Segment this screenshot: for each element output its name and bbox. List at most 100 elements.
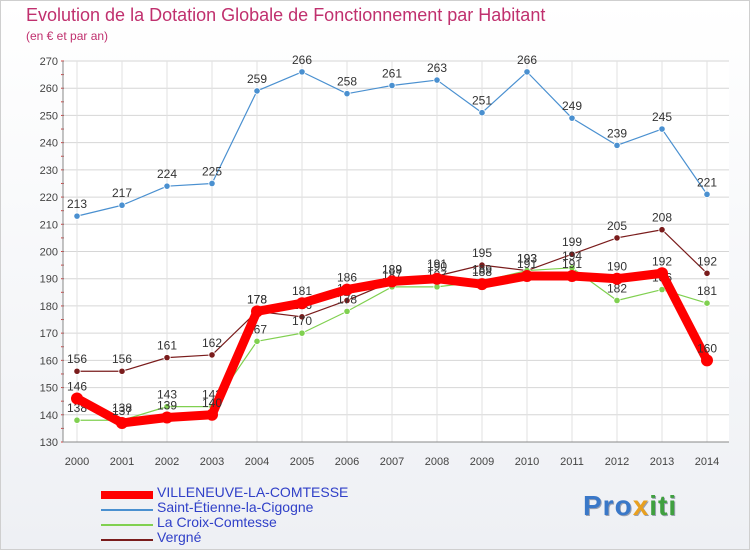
legend-swatch-saint-etienne (101, 509, 153, 511)
chart-title: Evolution de la Dotation Globale de Fonc… (26, 5, 546, 25)
x-tick-label: 2005 (290, 456, 314, 468)
data-label-saint-etienne-la-cigogne: 239 (607, 126, 627, 140)
data-point-vergne (73, 367, 81, 375)
data-label-vergne: 178 (247, 292, 267, 306)
legend-label-la-croix-comtesse: La Croix-Comtesse (157, 514, 277, 530)
x-tick-label: 2008 (425, 456, 449, 468)
data-label-la-croix-comtesse: 189 (472, 262, 492, 276)
data-label-saint-etienne-la-cigogne: 259 (247, 72, 267, 86)
data-label-saint-etienne-la-cigogne: 213 (67, 197, 87, 211)
data-label-saint-etienne-la-cigogne: 217 (112, 186, 132, 200)
data-point-saint-etienne-la-cigogne (388, 81, 396, 90)
data-label-villeneuve-la-comtesse: 137 (112, 404, 132, 418)
x-tick-label: 2004 (245, 456, 269, 468)
data-point-saint-etienne-la-cigogne (523, 68, 531, 76)
y-tick-label: 210 (40, 219, 58, 231)
data-point-vergne (613, 234, 621, 242)
data-point-saint-etienne-la-cigogne (73, 212, 81, 220)
data-point-saint-etienne-la-cigogne (208, 179, 216, 188)
data-label-la-croix-comtesse: 194 (562, 249, 582, 263)
data-point-la-croix-comtesse (163, 403, 171, 411)
data-point-la-croix-comtesse (253, 337, 261, 345)
data-point-villeneuve-la-comtesse (116, 416, 128, 429)
data-point-villeneuve-la-comtesse (701, 354, 713, 367)
data-label-vergne: 189 (382, 262, 402, 276)
data-label-vergne: 156 (67, 352, 87, 366)
data-point-vergne (658, 226, 666, 234)
data-point-vergne (118, 367, 126, 375)
data-point-villeneuve-la-comtesse (296, 297, 308, 310)
data-label-vergne: 162 (202, 336, 222, 350)
data-label-saint-etienne-la-cigogne: 261 (382, 66, 402, 80)
x-tick-label: 2009 (470, 456, 494, 468)
data-point-la-croix-comtesse (298, 329, 306, 337)
data-label-saint-etienne-la-cigogne: 266 (292, 53, 312, 67)
y-tick-label: 220 (40, 192, 58, 204)
data-label-villeneuve-la-comtesse: 190 (427, 260, 447, 274)
data-point-la-croix-comtesse (73, 416, 81, 424)
data-point-vergne (298, 313, 306, 321)
data-label-vergne: 191 (427, 257, 447, 271)
data-point-villeneuve-la-comtesse (476, 278, 488, 291)
data-label-villeneuve-la-comtesse: 186 (337, 271, 357, 285)
data-point-saint-etienne-la-cigogne (478, 109, 486, 117)
data-label-villeneuve-la-comtesse: 191 (517, 257, 537, 271)
data-point-villeneuve-la-comtesse (656, 267, 668, 280)
y-tick-label: 260 (40, 83, 58, 95)
legend-swatch-villeneuve (101, 491, 153, 499)
data-point-villeneuve-la-comtesse (161, 411, 173, 424)
data-label-vergne: 208 (652, 211, 672, 225)
data-point-saint-etienne-la-cigogne (343, 90, 351, 98)
legend-label-villeneuve: VILLENEUVE-LA-COMTESSE (157, 484, 349, 500)
data-label-la-croix-comtesse: 138 (112, 401, 132, 415)
data-point-villeneuve-la-comtesse (431, 272, 443, 285)
data-point-villeneuve-la-comtesse (611, 272, 623, 285)
data-point-villeneuve-la-comtesse (341, 283, 353, 296)
data-point-saint-etienne-la-cigogne (433, 76, 441, 84)
data-point-saint-etienne-la-cigogne (298, 68, 306, 76)
data-label-saint-etienne-la-cigogne: 266 (517, 53, 537, 67)
chart-subtitle: (en € et par an) (26, 29, 109, 43)
data-label-villeneuve-la-comtesse: 191 (562, 257, 582, 271)
data-point-vergne (343, 296, 351, 305)
data-point-villeneuve-la-comtesse (386, 275, 398, 288)
data-point-la-croix-comtesse (658, 285, 666, 294)
data-label-villeneuve-la-comtesse: 192 (652, 254, 672, 268)
data-label-villeneuve-la-comtesse: 181 (292, 284, 312, 298)
data-label-vergne: 161 (157, 339, 177, 353)
y-tick-label: 140 (40, 410, 58, 422)
legend-label-saint-etienne: Saint-Étienne-la-Cigogne (157, 499, 314, 515)
data-point-saint-etienne-la-cigogne (253, 87, 261, 95)
x-tick-label: 2007 (380, 456, 404, 468)
data-label-saint-etienne-la-cigogne: 251 (472, 94, 492, 108)
data-label-villeneuve-la-comtesse: 190 (607, 260, 627, 274)
data-label-vergne: 156 (112, 352, 132, 366)
data-label-villeneuve-la-comtesse: 178 (247, 292, 267, 306)
data-label-villeneuve-la-comtesse: 146 (67, 379, 87, 393)
data-label-saint-etienne-la-cigogne: 249 (562, 99, 582, 113)
data-point-vergne (478, 261, 486, 269)
data-label-saint-etienne-la-cigogne: 224 (157, 167, 177, 181)
legend-label-vergne: Vergné (157, 529, 202, 545)
data-label-villeneuve-la-comtesse: 140 (202, 396, 222, 410)
y-tick-label: 240 (40, 138, 58, 150)
legend-swatch-la-croix-comtesse (101, 524, 153, 526)
legend-swatch-vergne (101, 539, 153, 541)
data-point-saint-etienne-la-cigogne (613, 141, 621, 149)
x-tick-label: 2002 (155, 456, 179, 468)
data-label-villeneuve-la-comtesse: 139 (157, 399, 177, 413)
x-tick-label: 2011 (560, 456, 584, 468)
data-label-vergne: 195 (472, 246, 492, 260)
data-point-saint-etienne-la-cigogne (703, 190, 711, 198)
data-label-saint-etienne-la-cigogne: 245 (652, 110, 672, 124)
data-point-vergne (163, 354, 171, 362)
x-tick-label: 2001 (110, 456, 134, 468)
data-point-villeneuve-la-comtesse (71, 392, 83, 405)
y-tick-label: 150 (40, 383, 58, 395)
y-tick-label: 250 (40, 110, 58, 122)
x-tick-label: 2003 (200, 456, 224, 468)
data-point-vergne (703, 269, 711, 277)
x-tick-label: 2006 (335, 456, 359, 468)
